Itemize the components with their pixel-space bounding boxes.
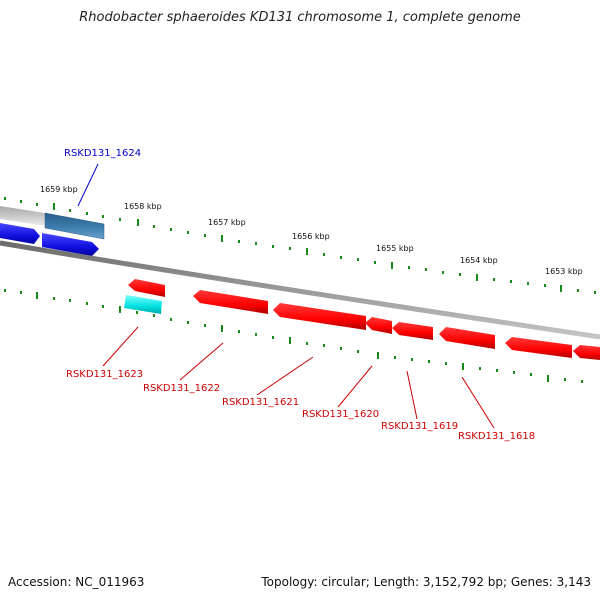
ruler-labels: 1659 kbp 1658 kbp 1657 kbp 1656 kbp 1655… [40, 185, 583, 276]
ruler-label: 1658 kbp [124, 202, 162, 211]
reverse-genes [124, 279, 600, 360]
gene-label-rskd131-1623[interactable]: RSKD131_1623 [66, 369, 143, 380]
gene-feature-forward[interactable] [42, 233, 99, 256]
gene-feature-cyan[interactable] [124, 295, 162, 314]
gene-feature-rskd131-1622[interactable] [193, 290, 268, 314]
ruler-label: 1659 kbp [40, 185, 78, 194]
gene-feature-reverse[interactable] [505, 337, 572, 358]
leader-line-rskd131-1624 [77, 163, 99, 207]
gene-feature-rskd131-1624[interactable] [44, 212, 105, 240]
genome-backbone [0, 240, 600, 340]
ruler-label: 1654 kbp [460, 256, 498, 265]
leader-line-rskd131-1619 [406, 370, 418, 420]
ruler-label: 1655 kbp [376, 244, 414, 253]
gene-label-rskd131-1624[interactable]: RSKD131_1624 [64, 148, 141, 159]
gene-label-rskd131-1621[interactable]: RSKD131_1621 [222, 397, 299, 408]
ruler-label: 1653 kbp [545, 267, 583, 276]
ruler-label: 1657 kbp [208, 218, 246, 227]
leader-line-rskd131-1621 [256, 356, 314, 396]
gene-feature-rskd131-1620[interactable] [365, 317, 392, 334]
topology-label: Topology: circular; Length: 3,152,792 bp… [261, 575, 591, 589]
label-leaders [77, 163, 495, 429]
gene-label-rskd131-1619[interactable]: RSKD131_1619 [381, 421, 458, 432]
gene-feature-rskd131-1621[interactable] [273, 303, 366, 330]
gene-label-rskd131-1622[interactable]: RSKD131_1622 [143, 383, 220, 394]
forward-ruler-ticks [4, 197, 596, 294]
gene-feature-forward[interactable] [0, 223, 40, 244]
gene-feature-reverse[interactable] [573, 345, 600, 360]
leader-line-rskd131-1620 [337, 365, 373, 408]
reverse-ruler-ticks [4, 289, 583, 383]
gene-labels: RSKD131_1624 RSKD131_1623 RSKD131_1622 R… [64, 148, 535, 442]
accession-label: Accession: NC_011963 [8, 575, 145, 589]
ruler-label: 1656 kbp [292, 232, 330, 241]
leader-line-rskd131-1622 [179, 342, 224, 381]
gene-feature-rskd131-1618[interactable] [439, 327, 495, 349]
gene-label-rskd131-1620[interactable]: RSKD131_1620 [302, 409, 379, 420]
map-title: Rhodobacter sphaeroides KD131 chromosome… [79, 10, 521, 25]
leader-line-rskd131-1618 [461, 376, 495, 429]
gene-feature-rskd131-1623[interactable] [128, 279, 165, 297]
gene-feature-grey[interactable] [0, 206, 45, 226]
gene-feature-rskd131-1619[interactable] [392, 322, 433, 340]
leader-line-rskd131-1623 [102, 326, 139, 367]
forward-genes [0, 206, 105, 256]
gene-label-rskd131-1618[interactable]: RSKD131_1618 [458, 431, 535, 442]
